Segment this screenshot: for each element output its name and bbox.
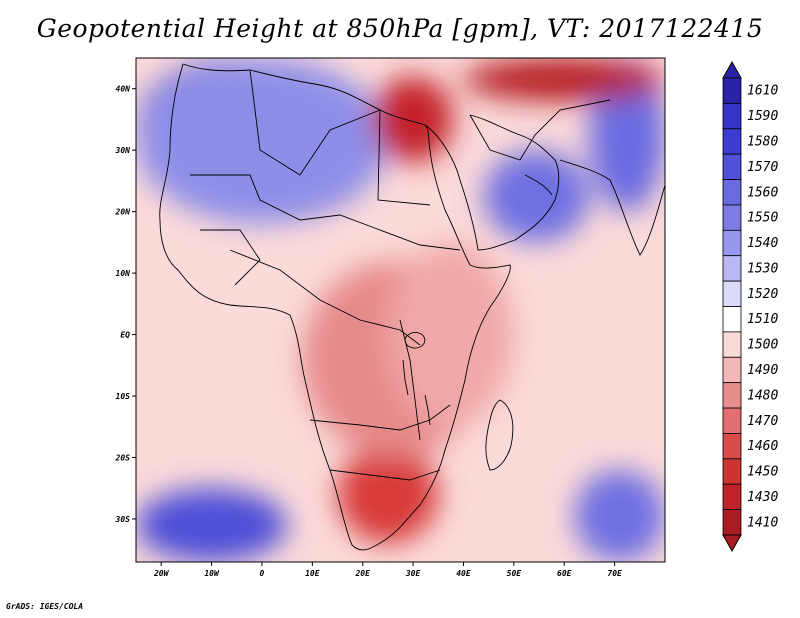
colorbar-level-label: 1580 <box>747 134 778 149</box>
coastline-mediterranean <box>182 63 426 126</box>
colorbar-level-label: 1590 <box>747 109 778 124</box>
colorbar-swatch <box>722 433 742 460</box>
colorbar-swatch <box>722 306 742 333</box>
colorbar-max-arrow <box>722 60 742 79</box>
coastline-india <box>559 159 665 256</box>
plot-frame <box>135 57 666 563</box>
lon-tick-label: 20E <box>354 569 370 578</box>
coastline-arabia-gulf <box>524 174 553 196</box>
colorbar-swatch <box>722 179 742 206</box>
lat-tick-label: 20S <box>115 454 131 463</box>
lat-tick-label: 10N <box>116 269 131 278</box>
lat-tick-label: 30N <box>115 146 131 155</box>
lon-tick-label: 70E <box>607 569 622 578</box>
map-title: Geopotential Height at 850hPa [gpm], VT:… <box>36 14 764 43</box>
colorbar-swatch <box>722 280 742 307</box>
plot-area <box>136 58 665 562</box>
lon-tick-label: 50E <box>507 569 522 578</box>
lake-malawi <box>424 394 431 426</box>
colorbar-swatch <box>722 77 742 104</box>
longitude-axis: 20W 10W 0 10E 20E 30E 40E 50E 60E 70E <box>153 562 622 578</box>
colorbar-swatch <box>722 483 742 511</box>
colorbar-level-label: 1540 <box>747 236 778 251</box>
colorbar-swatch <box>722 509 742 536</box>
colorbar-level-label: 1410 <box>747 515 778 530</box>
field-mediterranean-low <box>372 76 454 163</box>
field-sahara-outer <box>136 58 388 224</box>
lake-victoria <box>404 332 426 349</box>
lon-tick-label: 10E <box>305 569 320 578</box>
lake-tanganyika <box>402 359 409 396</box>
colorbar-swatch <box>722 407 742 434</box>
colorbar-level-label: 1500 <box>747 338 778 353</box>
contour-field <box>136 58 665 562</box>
field-caspian-low <box>463 58 665 102</box>
field-arabian-high <box>483 150 590 243</box>
colorbar-swatch <box>722 458 742 485</box>
lon-tick-label: 40E <box>456 569 471 578</box>
lat-tick-label: 20N <box>115 208 131 217</box>
field-indian-ocean-high <box>574 469 665 562</box>
colorbar-swatch <box>722 356 742 384</box>
coastline-africa-west <box>159 63 511 551</box>
colorbar-swatch <box>722 331 742 358</box>
colorbar-swatch <box>722 229 742 257</box>
border-west-coast <box>200 229 261 286</box>
latitude-axis: 40N 30N 20N 10N EQ 10S 20S 30S <box>115 85 136 524</box>
border-north <box>249 69 431 206</box>
colorbar-swatch <box>722 204 742 231</box>
lat-tick-label: 40N <box>116 85 131 94</box>
colorbar-swatch <box>722 153 742 180</box>
colorbar-swatch <box>722 255 742 282</box>
colorbar-min-arrow <box>722 534 742 553</box>
colorbar-level-label: 1520 <box>747 287 778 302</box>
coastlines <box>159 63 665 551</box>
border-south <box>309 404 451 431</box>
colorbar-level-label: 1430 <box>747 490 778 505</box>
colorbar-swatch <box>722 128 742 155</box>
colorbar-level-label: 1560 <box>747 185 778 200</box>
colorbar-level-label: 1460 <box>747 439 778 454</box>
colorbar-level-label: 1610 <box>747 84 778 99</box>
lon-tick-label: 30E <box>405 569 421 578</box>
field-south-atlantic-high <box>136 488 288 562</box>
coastline-arabia <box>424 114 560 251</box>
software-credit: GrADS: IGES/COLA <box>6 602 84 611</box>
lon-tick-label: 10W <box>204 569 220 578</box>
lon-tick-label: 0 <box>260 569 265 578</box>
lat-tick-label: 10S <box>116 392 131 401</box>
colorbar-level-label: 1450 <box>747 465 778 480</box>
colorbar-swatch <box>722 382 742 409</box>
colorbar-level-label: 1550 <box>747 211 778 226</box>
lat-tick-label: 30S <box>115 515 131 524</box>
field-east-africa <box>387 242 514 427</box>
lon-tick-label: 20W <box>153 569 170 578</box>
colorbar-level-label: 1480 <box>747 388 778 403</box>
colorbar: 1610 1590 1580 1570 1560 1550 1540 1530 1520 1510… <box>722 60 778 553</box>
colorbar-swatch <box>722 102 742 130</box>
colorbar-level-label: 1570 <box>747 160 778 175</box>
colorbar-level-label: 1530 <box>747 261 778 276</box>
border-middle-east <box>469 99 611 161</box>
lat-tick-label: EQ <box>120 331 130 340</box>
colorbar-level-label: 1490 <box>747 363 778 378</box>
field-kalahari-low <box>337 445 439 544</box>
lon-tick-label: 60E <box>557 569 572 578</box>
colorbar-level-label: 1510 <box>747 312 778 327</box>
colorbar-level-label: 1470 <box>747 414 778 429</box>
border-sahel <box>190 174 461 251</box>
coastline-madagascar <box>485 399 514 471</box>
border-southern <box>329 469 441 481</box>
